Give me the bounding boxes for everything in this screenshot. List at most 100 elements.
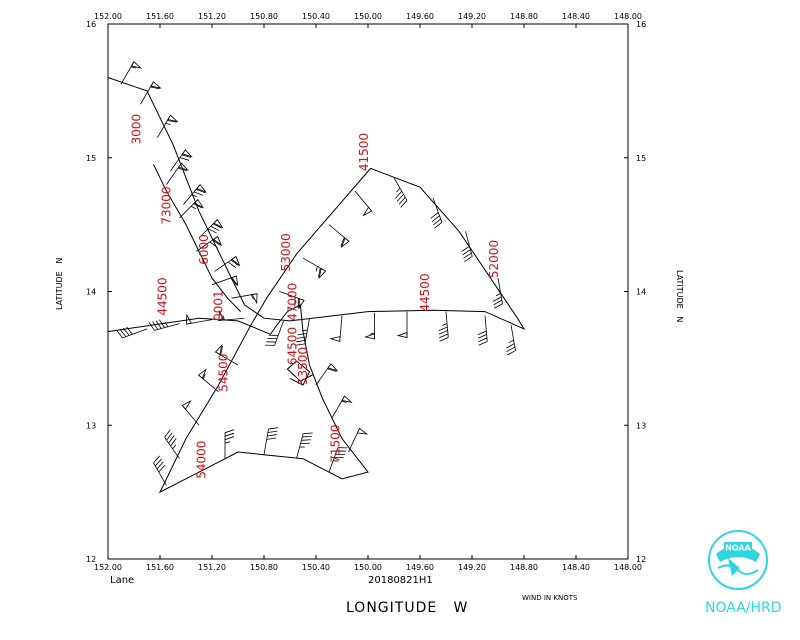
x-ticks-top: 152.00 151.60 151.20 150.80 150.40 150.00 149.… (94, 12, 642, 28)
flight-track-loop (286, 360, 314, 386)
altitude-label: 64500 (286, 327, 300, 365)
altitude-label: 54500 (217, 354, 231, 392)
wind-barb (505, 324, 516, 356)
x-axis-label: LONGITUDE W (346, 600, 468, 616)
wind-barb (396, 311, 408, 339)
wind-barb (354, 190, 373, 217)
plot-frame (107, 23, 629, 560)
wind-barb (224, 429, 235, 459)
x-tick-label-bottom: 150.40 (302, 563, 330, 572)
x-tick-label-top: 150.40 (302, 12, 330, 21)
wind-barb (140, 81, 162, 105)
x-tick-label-top: 151.60 (146, 12, 174, 21)
altitude-label: 3000 (130, 114, 144, 145)
altitude-label: 71500 (328, 425, 342, 463)
wind-barb (183, 184, 207, 205)
wind-barb (263, 427, 278, 455)
wind-barb (120, 61, 143, 85)
altitude-label: 53500 (296, 347, 310, 385)
x-tick-label-bottom: 149.20 (458, 563, 486, 572)
wind-barb (492, 278, 503, 309)
wind-barb (214, 343, 239, 366)
altitude-label: 54000 (195, 441, 209, 479)
x-tick-label-top: 149.60 (406, 12, 434, 21)
wind-barb (198, 218, 224, 239)
storm-name: Lane (110, 575, 134, 586)
wind-barb (157, 114, 179, 138)
x-tick-label-top: 148.00 (614, 12, 642, 21)
y-tick-label-right: 15 (636, 154, 646, 163)
altitude-label: 44500 (156, 277, 170, 315)
wind-barb (438, 311, 449, 342)
flight-tracks (107, 77, 526, 494)
wind-barb (179, 198, 204, 219)
x-tick-label-bottom: 150.80 (250, 563, 278, 572)
x-tick-label-top: 150.00 (354, 12, 382, 21)
x-tick-label-top: 148.40 (562, 12, 590, 21)
x-tick-label-top: 149.20 (458, 12, 486, 21)
flight-track-line (107, 77, 526, 494)
x-tick-label-top: 150.80 (250, 12, 278, 21)
wind-barb (197, 368, 219, 393)
wind-barb (329, 315, 343, 343)
wind-barb (328, 224, 350, 249)
altitude-label: 44500 (418, 273, 432, 311)
x-tick-label-bottom: 148.40 (562, 563, 590, 572)
altitude-label: 52000 (487, 240, 501, 278)
svg-text:NOAA: NOAA (725, 544, 751, 553)
noaa-logo-icon: NOAA (708, 530, 768, 590)
altitude-label: 6000 (197, 234, 211, 265)
y-tick-label-left: 14 (86, 288, 96, 297)
wind-barb (296, 432, 313, 459)
wind-barb (430, 197, 443, 229)
y-ticks-right: 12 13 14 15 16 (624, 20, 646, 564)
y-tick-label-left: 13 (86, 421, 96, 430)
wind-barb (170, 149, 193, 172)
x-tick-label-top: 148.80 (510, 12, 538, 21)
x-tick-label-bottom: 150.00 (354, 563, 382, 572)
wind-barb (331, 395, 353, 419)
y-tick-label-right: 13 (636, 421, 646, 430)
x-tick-label-bottom: 152.00 (94, 563, 122, 572)
x-tick-label-top: 152.00 (94, 12, 122, 21)
altitude-label: 73000 (159, 186, 173, 224)
wind-barb (166, 162, 189, 185)
x-tick-label-bottom: 149.60 (406, 563, 434, 572)
x-tick-label-bottom: 151.20 (198, 563, 226, 572)
flight-track-inner (153, 164, 241, 312)
wind-barb (328, 447, 348, 473)
wind-barb (148, 319, 180, 331)
y-tick-label-right: 14 (636, 288, 646, 297)
wind-barb (265, 320, 284, 346)
wind-barb (181, 400, 200, 426)
wind-barb (295, 318, 310, 346)
altitude-labels: 3000 73000 6000 0001 44500 53000 41500 44500 520… (130, 114, 502, 479)
y-tick-label-left: 15 (86, 154, 96, 163)
x-tick-label-bottom: 148.00 (614, 563, 642, 572)
y-tick-label-left: 16 (86, 20, 96, 29)
wind-barb (214, 255, 241, 272)
wind-barb (364, 312, 375, 340)
wind-barb (315, 363, 339, 386)
wind-barb (302, 257, 327, 280)
x-tick-label-bottom: 148.80 (510, 563, 538, 572)
x-tick-label-top: 151.20 (198, 12, 226, 21)
wind-barb (393, 177, 408, 208)
wind-barb (185, 313, 213, 325)
y-ticks-left: 12 13 14 15 16 (86, 20, 112, 564)
wind-barb (196, 235, 223, 252)
wind-barb (164, 429, 180, 459)
altitude-label: 47000 (286, 283, 300, 321)
x-ticks-bottom: 152.00 151.60 151.20 150.80 150.40 150.00 149.… (94, 555, 642, 572)
y-tick-label-right: 16 (636, 20, 646, 29)
wind-barb (218, 309, 245, 321)
wind-barb (461, 231, 473, 262)
y-axis-label-left: LATITUDE N (55, 258, 64, 310)
wind-units-label: WIND IN KNOTS (522, 594, 578, 602)
flight-id: 20180821H1 (368, 575, 433, 586)
wind-barb (477, 315, 488, 346)
altitude-label: 0001 (211, 290, 225, 321)
wind-barb (211, 275, 239, 287)
wind-barb (231, 293, 258, 305)
